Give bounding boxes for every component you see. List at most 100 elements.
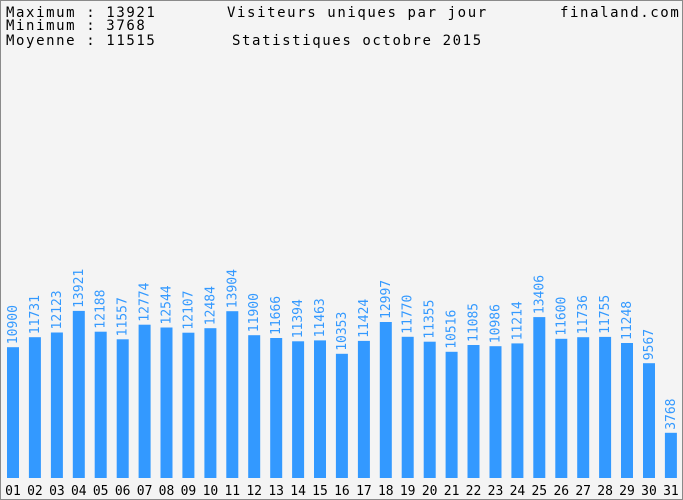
value-label-day-22: 11085 (467, 303, 482, 342)
bar-day-27 (577, 337, 590, 478)
value-label-day-17: 11424 (357, 299, 372, 338)
value-label-day-10: 12484 (203, 286, 218, 325)
site-name: finaland.com (560, 5, 681, 21)
bar-day-20 (423, 341, 436, 478)
bar-day-25 (533, 317, 546, 478)
min-label: Minimum (6, 18, 77, 34)
day-label-07: 07 (137, 484, 153, 499)
day-label-30: 30 (641, 484, 657, 499)
bar-day-05 (94, 331, 107, 478)
value-label-day-31: 3768 (664, 398, 679, 429)
value-label-day-06: 11557 (116, 297, 131, 336)
day-label-29: 29 (619, 484, 635, 499)
day-label-11: 11 (224, 484, 240, 499)
max-value: 13921 (106, 5, 157, 21)
stat-maximum: Maximum : 13921 (6, 5, 157, 21)
day-label-09: 09 (181, 484, 197, 499)
day-label-03: 03 (49, 484, 65, 499)
day-label-21: 21 (444, 484, 460, 499)
bar-day-10 (204, 328, 217, 478)
bar-day-21 (445, 351, 458, 478)
avg-value: 11515 (106, 33, 157, 49)
value-label-day-15: 11463 (313, 298, 328, 337)
bar-day-18 (379, 322, 392, 478)
value-label-day-07: 12774 (138, 282, 153, 321)
day-label-16: 16 (334, 484, 350, 499)
value-label-day-28: 11755 (598, 295, 613, 334)
day-label-08: 08 (159, 484, 175, 499)
day-label-14: 14 (290, 484, 306, 499)
value-label-day-04: 13921 (72, 269, 87, 308)
bar-day-04 (72, 310, 85, 478)
bar-day-01 (7, 347, 19, 478)
avg-label: Moyenne (6, 33, 77, 49)
day-label-05: 05 (93, 484, 109, 499)
day-label-20: 20 (422, 484, 438, 499)
bar-day-07 (138, 324, 151, 478)
bar-day-14 (292, 341, 305, 478)
bar-day-06 (116, 339, 129, 478)
bar-day-22 (467, 345, 480, 478)
value-label-day-23: 10986 (489, 304, 504, 343)
value-label-day-09: 12107 (181, 291, 196, 330)
value-label-day-08: 12544 (160, 285, 175, 324)
day-label-12: 12 (246, 484, 262, 499)
chart-title: Visiteurs uniques par jour (227, 5, 488, 21)
bar-day-24 (511, 343, 524, 478)
day-label-26: 26 (553, 484, 569, 499)
day-label-22: 22 (466, 484, 482, 499)
day-label-17: 17 (356, 484, 372, 499)
value-label-day-30: 9567 (642, 329, 657, 360)
value-label-day-02: 11731 (28, 295, 43, 334)
day-label-19: 19 (400, 484, 416, 499)
chart-subtitle: Statistiques octobre 2015 (232, 33, 483, 49)
bar-day-28 (599, 336, 612, 478)
value-label-day-21: 10516 (445, 310, 460, 349)
bar-day-26 (555, 338, 568, 478)
value-label-day-14: 11394 (291, 299, 306, 338)
bar-day-29 (621, 343, 633, 478)
bar-day-09 (182, 332, 195, 478)
value-label-day-12: 11900 (247, 293, 262, 332)
day-label-24: 24 (510, 484, 526, 499)
day-label-25: 25 (531, 484, 547, 499)
stat-average: Moyenne : 11515 (6, 33, 157, 49)
bar-day-12 (248, 335, 261, 478)
value-label-day-18: 12997 (379, 280, 394, 319)
day-label-02: 02 (27, 484, 43, 499)
day-label-06: 06 (115, 484, 131, 499)
min-value: 3768 (106, 18, 147, 34)
bar-day-15 (314, 340, 326, 478)
day-label-04: 04 (71, 484, 87, 499)
day-label-23: 23 (488, 484, 504, 499)
value-label-day-26: 11600 (554, 297, 569, 336)
value-label-day-03: 12123 (50, 290, 65, 329)
value-label-day-24: 11214 (510, 301, 525, 340)
bar-day-13 (270, 338, 283, 478)
bar-day-19 (401, 336, 414, 478)
bar-day-31 (664, 432, 677, 478)
value-label-day-01: 10900 (6, 305, 21, 344)
bar-day-03 (50, 332, 63, 478)
value-label-day-05: 12188 (94, 290, 109, 329)
value-label-day-11: 13904 (225, 269, 240, 308)
day-label-27: 27 (575, 484, 591, 499)
value-label-day-13: 11666 (269, 296, 284, 335)
value-label-day-29: 11248 (620, 301, 635, 340)
bar-day-30 (643, 363, 655, 478)
day-label-15: 15 (312, 484, 328, 499)
value-label-day-27: 11736 (576, 295, 591, 334)
day-label-28: 28 (597, 484, 613, 499)
day-label-10: 10 (203, 484, 219, 499)
day-label-18: 18 (378, 484, 394, 499)
stat-minimum: Minimum : 3768 (6, 18, 147, 34)
day-label-31: 31 (663, 484, 679, 499)
value-label-day-19: 11770 (401, 295, 416, 334)
bar-day-08 (160, 327, 173, 478)
max-label: Maximum (6, 5, 77, 21)
bar-day-17 (357, 340, 370, 478)
day-label-01: 01 (5, 484, 21, 499)
bar-day-02 (28, 337, 41, 478)
